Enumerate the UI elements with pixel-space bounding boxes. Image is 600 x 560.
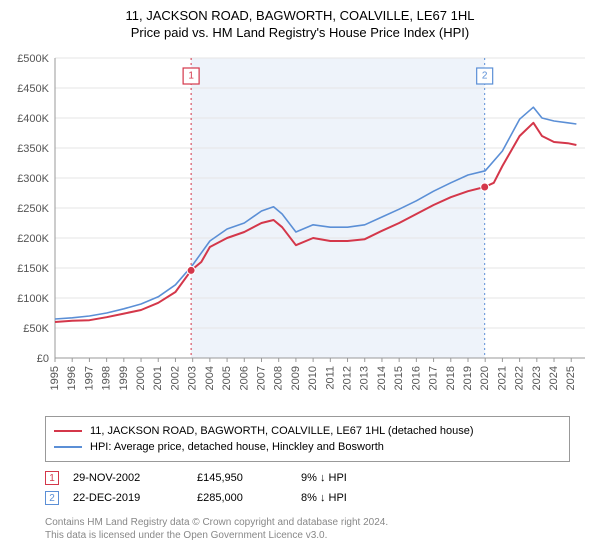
svg-text:2: 2: [482, 71, 488, 82]
svg-text:1999: 1999: [118, 366, 130, 390]
svg-text:2025: 2025: [565, 366, 577, 390]
svg-text:£0: £0: [37, 353, 49, 365]
svg-text:£150K: £150K: [17, 263, 49, 275]
footer-attribution: Contains HM Land Registry data © Crown c…: [45, 516, 570, 542]
svg-text:2018: 2018: [445, 366, 457, 390]
footer-line-2: This data is licensed under the Open Gov…: [45, 529, 570, 542]
chart-title: 11, JACKSON ROAD, BAGWORTH, COALVILLE, L…: [0, 8, 600, 23]
svg-text:2001: 2001: [152, 366, 164, 390]
sale-diff: 9% ↓ HPI: [301, 472, 347, 484]
svg-text:2016: 2016: [410, 366, 422, 390]
legend-label: HPI: Average price, detached house, Hinc…: [90, 439, 384, 455]
svg-text:1995: 1995: [49, 366, 61, 390]
svg-text:1: 1: [188, 71, 194, 82]
svg-text:2013: 2013: [359, 366, 371, 390]
sale-row: 1 29-NOV-2002 £145,950 9% ↓ HPI: [45, 468, 570, 488]
legend-item: 11, JACKSON ROAD, BAGWORTH, COALVILLE, L…: [54, 423, 561, 439]
svg-text:£300K: £300K: [17, 173, 49, 185]
svg-text:2023: 2023: [531, 366, 543, 390]
svg-text:£50K: £50K: [23, 323, 49, 335]
legend: 11, JACKSON ROAD, BAGWORTH, COALVILLE, L…: [45, 416, 570, 462]
sale-row: 2 22-DEC-2019 £285,000 8% ↓ HPI: [45, 488, 570, 508]
svg-text:2008: 2008: [273, 366, 285, 390]
svg-text:£100K: £100K: [17, 293, 49, 305]
svg-text:1998: 1998: [101, 366, 113, 390]
sale-marker: 1: [45, 471, 59, 485]
svg-text:£400K: £400K: [17, 113, 49, 125]
sale-price: £145,950: [197, 472, 287, 484]
svg-text:2002: 2002: [169, 366, 181, 390]
svg-text:2012: 2012: [342, 366, 354, 390]
chart-container: { "title": "11, JACKSON ROAD, BAGWORTH, …: [0, 8, 600, 542]
legend-swatch: [54, 446, 82, 448]
svg-text:2000: 2000: [135, 366, 147, 390]
svg-text:2004: 2004: [204, 366, 216, 390]
svg-text:2020: 2020: [479, 366, 491, 390]
svg-text:£250K: £250K: [17, 203, 49, 215]
svg-text:2005: 2005: [221, 366, 233, 390]
svg-text:£500K: £500K: [17, 53, 49, 65]
sale-date: 22-DEC-2019: [73, 492, 183, 504]
svg-text:2007: 2007: [255, 366, 267, 390]
legend-label: 11, JACKSON ROAD, BAGWORTH, COALVILLE, L…: [90, 423, 474, 439]
svg-text:£350K: £350K: [17, 143, 49, 155]
svg-text:£450K: £450K: [17, 83, 49, 95]
svg-text:2010: 2010: [307, 366, 319, 390]
svg-text:2006: 2006: [238, 366, 250, 390]
sales-table: 1 29-NOV-2002 £145,950 9% ↓ HPI 2 22-DEC-2019…: [45, 468, 570, 508]
legend-swatch: [54, 430, 82, 432]
svg-text:2024: 2024: [548, 366, 560, 390]
svg-text:2015: 2015: [393, 366, 405, 390]
chart-area: £0 £50K £100K £150K £200K £250K £300K £350K £400…: [0, 48, 600, 408]
legend-item: HPI: Average price, detached house, Hinc…: [54, 439, 561, 455]
line-chart: £0 £50K £100K £150K £200K £250K £300K £350K £400…: [0, 48, 600, 408]
sale-marker: 2: [45, 491, 59, 505]
footer-line-1: Contains HM Land Registry data © Crown c…: [45, 516, 570, 529]
sale-diff: 8% ↓ HPI: [301, 492, 347, 504]
chart-subtitle: Price paid vs. HM Land Registry's House …: [0, 25, 600, 40]
svg-text:2003: 2003: [187, 366, 199, 390]
svg-text:2017: 2017: [428, 366, 440, 390]
svg-text:2022: 2022: [514, 366, 526, 390]
sale-date: 29-NOV-2002: [73, 472, 183, 484]
svg-text:2014: 2014: [376, 366, 388, 390]
svg-text:2009: 2009: [290, 366, 302, 390]
svg-text:1996: 1996: [66, 366, 78, 390]
svg-text:2021: 2021: [496, 366, 508, 390]
svg-text:2019: 2019: [462, 366, 474, 390]
sale-price: £285,000: [197, 492, 287, 504]
svg-text:£200K: £200K: [17, 233, 49, 245]
svg-text:2011: 2011: [324, 366, 336, 390]
svg-text:1997: 1997: [83, 366, 95, 390]
